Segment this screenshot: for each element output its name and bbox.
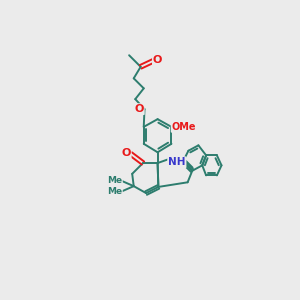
Text: O: O	[134, 104, 144, 114]
Text: Me: Me	[107, 187, 122, 196]
Text: O: O	[153, 55, 162, 65]
Text: OMe: OMe	[172, 122, 196, 132]
Text: NH: NH	[168, 157, 186, 167]
Text: Me: Me	[107, 176, 122, 185]
Text: O: O	[121, 148, 131, 158]
